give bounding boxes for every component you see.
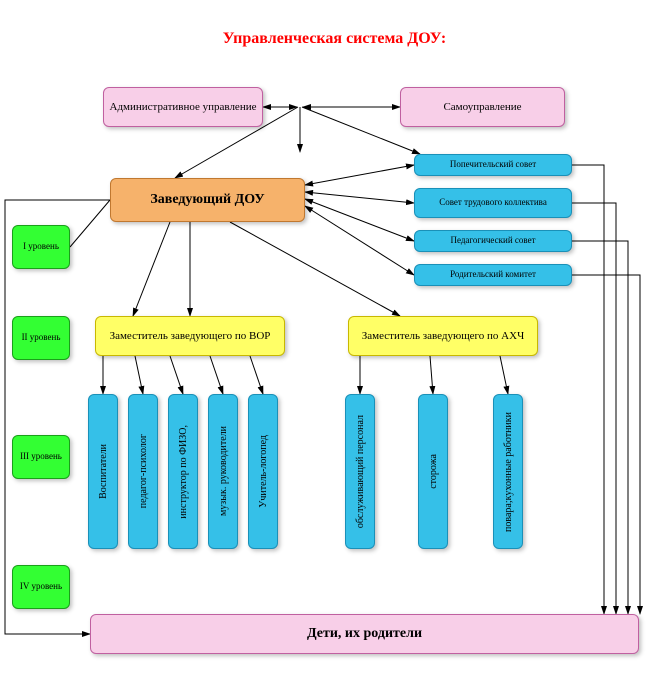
arrow-15 — [210, 356, 223, 394]
arrow-13 — [135, 356, 143, 394]
node-council4-label: Родительский комитет — [450, 270, 536, 280]
node-v6: обслуживающий персонал — [345, 394, 375, 549]
arrow-16 — [250, 356, 263, 394]
node-v8: повара;кухонные работники — [493, 394, 523, 549]
node-v7-label: сторожа — [428, 454, 439, 489]
node-admin-label: Административное управление — [110, 101, 257, 113]
node-selfmgmt-label: Самоуправление — [443, 101, 521, 113]
node-council1: Попечительский совет — [414, 154, 572, 176]
arrow-7 — [305, 199, 414, 241]
arrow-5 — [305, 165, 414, 185]
arrow-19 — [500, 356, 508, 394]
node-council3-label: Педагогический совет — [450, 236, 535, 246]
node-council2-label: Совет трудового коллектива — [439, 198, 547, 208]
node-v6-label: обслуживающий персонал — [355, 415, 366, 528]
node-lvl3-label: III уровень — [20, 452, 62, 462]
arrow-22 — [572, 241, 628, 614]
node-dep1: Заместитель заведующего по ВОР — [95, 316, 285, 356]
node-bottom-label: Дети, их родители — [307, 626, 422, 641]
node-v2: педагог-психолог — [128, 394, 158, 549]
node-council4: Родительский комитет — [414, 264, 572, 286]
node-v2-label: педагог-психолог — [138, 434, 149, 508]
node-v3-label: инструктор по ФИЗО, — [178, 425, 189, 519]
node-admin: Административное управление — [103, 87, 263, 127]
node-lvl1: I уровень — [12, 225, 70, 269]
arrow-9 — [133, 222, 170, 316]
node-head-label: Заведующий ДОУ — [150, 192, 264, 207]
arrow-25 — [70, 200, 110, 247]
node-council1-label: Попечительский совет — [450, 160, 536, 170]
arrow-14 — [170, 356, 183, 394]
arrow-11 — [230, 222, 400, 316]
node-lvl3: III уровень — [12, 435, 70, 479]
arrow-21 — [572, 203, 616, 614]
node-bottom: Дети, их родители — [90, 614, 639, 654]
node-head: Заведующий ДОУ — [110, 178, 305, 222]
page-title: Управленческая система ДОУ: — [0, 30, 669, 48]
arrow-23 — [572, 275, 640, 614]
arrow-8 — [305, 206, 414, 275]
arrow-18 — [430, 356, 433, 394]
node-v5-label: Учитель-логопед — [258, 435, 269, 508]
node-selfmgmt: Самоуправление — [400, 87, 565, 127]
page-title-text: Управленческая система ДОУ: — [223, 30, 447, 47]
node-lvl1-label: I уровень — [23, 242, 59, 252]
node-v1: Воспитатели — [88, 394, 118, 549]
node-lvl2-label: II уровень — [22, 333, 61, 343]
node-v4: музык. руководители — [208, 394, 238, 549]
node-lvl2: II уровень — [12, 316, 70, 360]
arrow-20 — [572, 165, 604, 614]
node-council3: Педагогический совет — [414, 230, 572, 252]
node-v7: сторожа — [418, 394, 448, 549]
node-lvl4: IV уровень — [12, 565, 70, 609]
node-v1-label: Воспитатели — [98, 444, 109, 499]
node-dep1-label: Заместитель заведующего по ВОР — [110, 330, 271, 342]
node-v8-label: повара;кухонные работники — [503, 412, 514, 532]
arrow-6 — [305, 192, 414, 203]
node-lvl4-label: IV уровень — [20, 582, 62, 592]
node-v4-label: музык. руководители — [218, 426, 229, 516]
node-dep2: Заместитель заведующего по АХЧ — [348, 316, 538, 356]
node-v3: инструктор по ФИЗО, — [168, 394, 198, 549]
node-v5: Учитель-логопед — [248, 394, 278, 549]
node-council2: Совет трудового коллектива — [414, 188, 572, 218]
node-dep2-label: Заместитель заведующего по АХЧ — [362, 330, 524, 342]
diagram-stage: { "title": { "text": "Управленческая сис… — [0, 0, 669, 680]
